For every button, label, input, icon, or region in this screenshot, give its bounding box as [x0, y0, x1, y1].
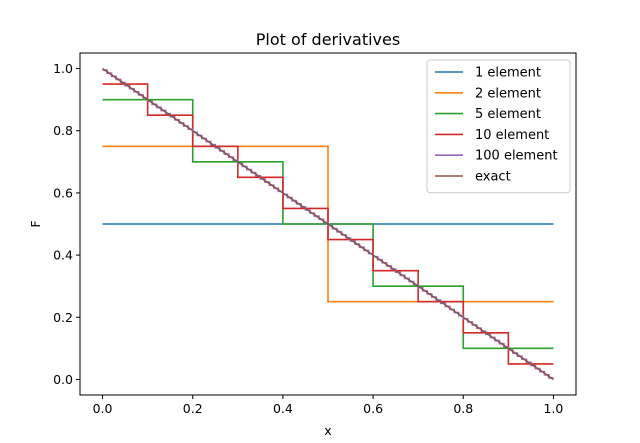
x-tick-label: 0.6	[363, 401, 383, 416]
y-axis-label: F	[28, 220, 43, 227]
legend: 1 element 2 element 5 element 10 element 100…	[426, 59, 571, 194]
x-tick-label: 0.4	[273, 401, 293, 416]
axis-ticks: 0.0 0.2 0.4 0.6 0.8 1.0 0.0 0.2 0.4 0.6 0.8 1.0	[53, 61, 563, 416]
x-tick-label: 0.0	[93, 401, 113, 416]
y-tick-label: 0.0	[53, 372, 73, 387]
y-tick-label: 0.6	[53, 185, 73, 200]
chart-title: Plot of derivatives	[256, 30, 400, 49]
plot-area	[102, 67, 554, 381]
legend-label-1-element: 1 element	[475, 66, 541, 81]
legend-label-100-element: 100 element	[475, 149, 558, 164]
x-axis-label: x	[324, 423, 331, 438]
y-tick-label: 0.2	[53, 310, 73, 325]
x-tick-label: 0.2	[183, 401, 203, 416]
y-tick-label: 1.0	[53, 61, 73, 76]
legend-label-5-element: 5 element	[475, 107, 541, 122]
legend-label-2-element: 2 element	[475, 86, 541, 101]
series-line-exact	[102, 67, 554, 381]
y-tick-label: 0.4	[53, 248, 73, 263]
y-tick-label: 0.8	[53, 123, 73, 138]
x-tick-label: 1.0	[544, 401, 564, 416]
legend-label-10-element: 10 element	[475, 128, 549, 143]
x-tick-label: 0.8	[453, 401, 473, 416]
legend-label-exact: exact	[475, 170, 511, 185]
axes-frame	[79, 52, 577, 396]
